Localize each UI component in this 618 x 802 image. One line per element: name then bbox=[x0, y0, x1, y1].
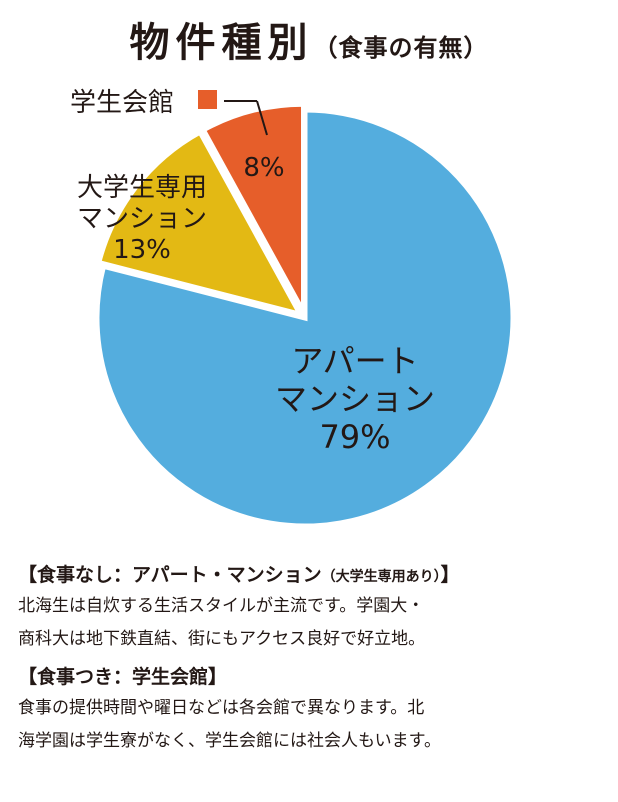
note-line: 海学園は学生寮がなく、学生会館には社会人もいます。 bbox=[18, 731, 441, 751]
note-body-with-meals: 食事の提供時間や曜日などは各会館で異なります。北 海学園は学生寮がなく、学生会館… bbox=[18, 692, 608, 758]
note-heading-main: 食事なし：アパート・マンション bbox=[37, 564, 322, 586]
note-bracket-close: 】 bbox=[208, 666, 228, 688]
legend-swatch-student-hall bbox=[198, 90, 217, 109]
note-heading-paren: （大学生専用あり） bbox=[321, 569, 441, 585]
pie-slice-student-hall bbox=[199, 101, 307, 314]
slice-value-apartment: 79% bbox=[319, 418, 390, 456]
note-line: 食事の提供時間や曜日などは各会館で異なります。北 bbox=[18, 698, 425, 718]
notes-section: 【食事なし：アパート・マンション（大学生専用あり）】 北海生は自炊する生活スタイ… bbox=[18, 560, 608, 764]
slice-label-student-mansion: 大学生専用 bbox=[77, 173, 207, 203]
note-bracket-open: 【 bbox=[18, 666, 38, 688]
note-bracket-close: 】 bbox=[440, 564, 460, 586]
slice-label-student-hall: 学生会館 bbox=[70, 88, 174, 118]
note-heading-with-meals: 【食事つき：学生会館】 bbox=[18, 662, 608, 692]
note-line: 北海生は自炊する生活スタイルが主流です。学園大・ bbox=[18, 596, 425, 616]
note-bracket-open: 【 bbox=[18, 564, 38, 586]
slice-label-apartment: マンション bbox=[275, 380, 435, 418]
pie-slice-student-mansion bbox=[95, 128, 306, 319]
slice-label-student-mansion: マンション bbox=[77, 204, 207, 234]
chart-title: 物件種別（食事の有無） bbox=[0, 10, 618, 68]
note-body-no-meals: 北海生は自炊する生活スタイルが主流です。学園大・ 商科大は地下鉄直結、街にもアク… bbox=[18, 590, 608, 656]
chart-title-sub: （食事の有無） bbox=[313, 34, 489, 62]
slice-label-apartment: アパート bbox=[291, 342, 418, 380]
note-heading-no-meals: 【食事なし：アパート・マンション（大学生専用あり）】 bbox=[18, 560, 608, 590]
note-heading-main: 食事つき：学生会館 bbox=[37, 666, 209, 688]
chart-title-main: 物件種別 bbox=[129, 20, 314, 66]
legend-leader-line bbox=[256, 100, 268, 136]
slice-value-student-hall: 8% bbox=[243, 153, 284, 183]
note-line: 商科大は地下鉄直結、街にもアクセス良好で好立地。 bbox=[18, 629, 426, 649]
slice-value-student-mansion: 13% bbox=[113, 235, 171, 265]
